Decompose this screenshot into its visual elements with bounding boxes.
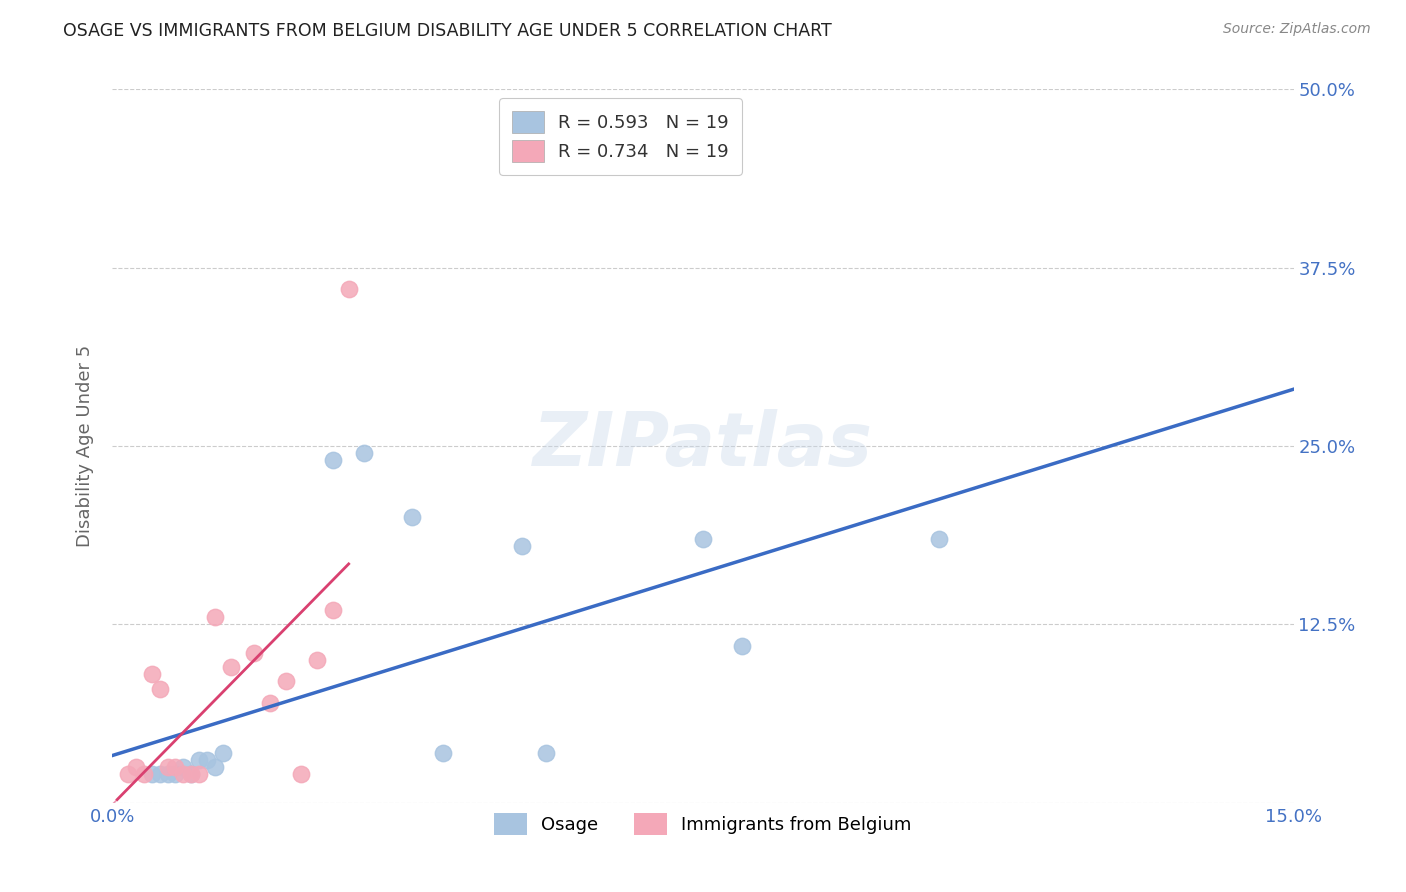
Point: [149, 681, 172, 696]
Point: [156, 767, 179, 781]
Point: [353, 446, 375, 460]
Point: [510, 539, 533, 553]
Legend: Osage, Immigrants from Belgium: Osage, Immigrants from Belgium: [482, 800, 924, 847]
Point: [172, 767, 194, 781]
Point: [211, 746, 233, 760]
Point: [290, 767, 312, 781]
Point: [204, 610, 226, 624]
Point: [534, 746, 557, 760]
Point: [117, 767, 139, 781]
Point: [180, 767, 202, 781]
Point: [432, 746, 454, 760]
Point: [188, 767, 211, 781]
Point: [165, 760, 187, 774]
Point: [259, 696, 281, 710]
Point: [188, 753, 211, 767]
Point: [165, 767, 187, 781]
Point: [204, 760, 226, 774]
Point: [125, 760, 148, 774]
Point: [149, 767, 172, 781]
Point: [243, 646, 266, 660]
Point: [132, 767, 155, 781]
Text: ZIPatlas: ZIPatlas: [533, 409, 873, 483]
Text: Source: ZipAtlas.com: Source: ZipAtlas.com: [1223, 22, 1371, 37]
Point: [337, 282, 360, 296]
Point: [401, 510, 423, 524]
Point: [156, 760, 179, 774]
Y-axis label: Disability Age Under 5: Disability Age Under 5: [76, 345, 94, 547]
Point: [928, 532, 950, 546]
Point: [274, 674, 297, 689]
Point: [195, 753, 218, 767]
Point: [322, 603, 344, 617]
Point: [307, 653, 329, 667]
Point: [141, 767, 163, 781]
Text: OSAGE VS IMMIGRANTS FROM BELGIUM DISABILITY AGE UNDER 5 CORRELATION CHART: OSAGE VS IMMIGRANTS FROM BELGIUM DISABIL…: [63, 22, 832, 40]
Point: [219, 660, 242, 674]
Point: [731, 639, 754, 653]
Point: [322, 453, 344, 467]
Point: [172, 760, 194, 774]
Point: [180, 767, 202, 781]
Point: [692, 532, 714, 546]
Point: [141, 667, 163, 681]
